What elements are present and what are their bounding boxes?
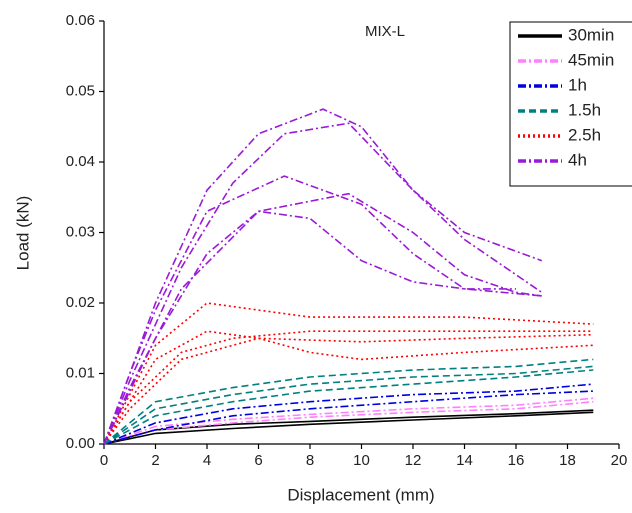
curve [103, 108, 543, 445]
curve [103, 369, 594, 445]
curve [103, 330, 594, 445]
x-tick-label: 14 [456, 452, 473, 469]
curve [103, 330, 594, 445]
curve [103, 411, 594, 445]
curve [103, 358, 594, 445]
curve [103, 210, 516, 445]
curve [103, 397, 594, 445]
curve [103, 122, 543, 445]
x-tick-label: 12 [405, 452, 422, 469]
y-tick-label: 0.00 [66, 435, 95, 452]
legend-label: 1h [568, 75, 587, 94]
curve [103, 390, 594, 445]
legend-label: 1.5h [568, 100, 601, 119]
x-tick-label: 10 [353, 452, 370, 469]
y-tick-label: 0.06 [66, 12, 95, 29]
x-tick-label: 6 [254, 452, 262, 469]
x-tick-label: 20 [611, 452, 628, 469]
y-tick-label: 0.01 [66, 364, 95, 381]
y-tick-label: 0.04 [66, 153, 95, 170]
curve [103, 337, 594, 445]
legend-box [509, 21, 632, 187]
legend-label: 30min [568, 25, 614, 44]
curve [103, 383, 594, 445]
y-tick-label: 0.02 [66, 294, 95, 311]
x-tick-label: 16 [508, 452, 525, 469]
x-tick-label: 8 [306, 452, 314, 469]
y-axis-label: Load (kN) [13, 196, 32, 271]
legend-label: 2.5h [568, 125, 601, 144]
y-tick-label: 0.05 [66, 82, 95, 99]
y-tick-label: 0.03 [66, 223, 95, 240]
x-tick-label: 18 [559, 452, 576, 469]
x-tick-label: 0 [100, 452, 108, 469]
x-tick-label: 2 [151, 452, 159, 469]
curve [103, 175, 542, 445]
chart-title: MIX-L [365, 23, 405, 40]
legend-label: 4h [568, 150, 587, 169]
legend-label: 45min [568, 50, 614, 69]
x-axis-label: Displacement (mm) [287, 485, 434, 504]
x-tick-label: 4 [203, 452, 211, 469]
